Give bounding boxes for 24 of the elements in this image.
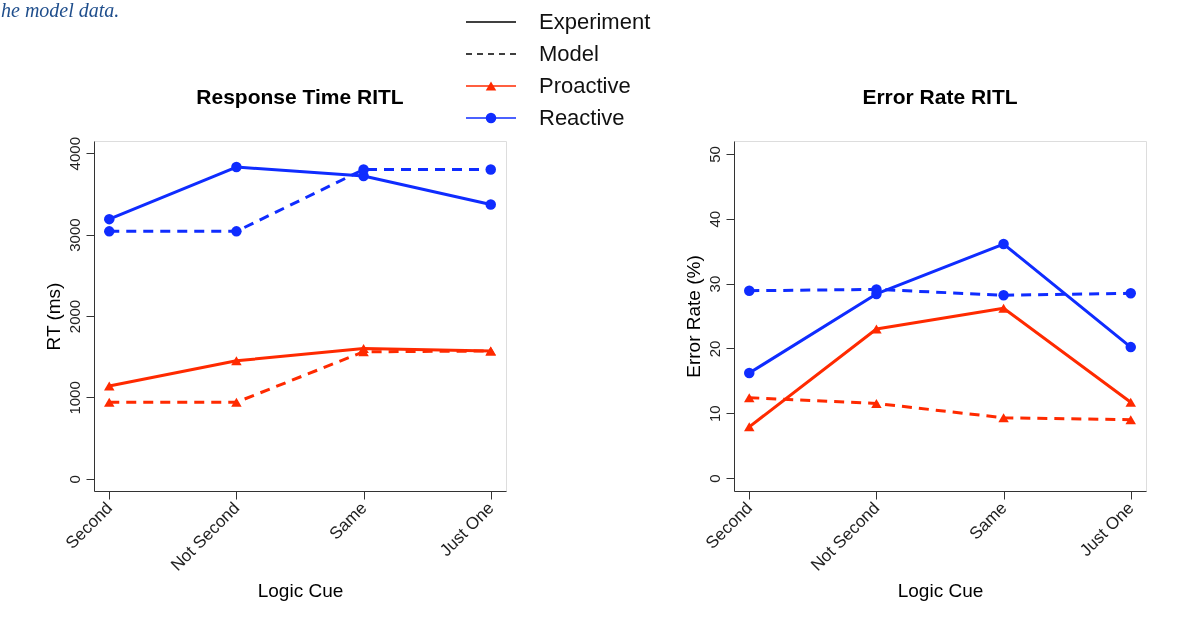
y-tick-label: 2000	[65, 299, 83, 334]
x-axis-title: Logic Cue	[897, 579, 984, 601]
chart-title: Response Time RITL	[196, 85, 404, 108]
y-tick-label: 20	[705, 340, 723, 358]
text: he model data.	[1, 0, 120, 21]
y-tick-label: 4000	[65, 137, 83, 171]
y-tick-label: 3000	[65, 218, 83, 252]
text: Experiment	[539, 9, 651, 34]
text: Model	[539, 41, 599, 66]
x-tick-label: Just One	[1076, 498, 1138, 560]
legend-label: Proactive	[539, 73, 631, 98]
y-tick-label: 0	[65, 475, 83, 484]
y-tick-label: 50	[705, 146, 723, 163]
y-tick-label: 1000	[65, 381, 83, 415]
y-axis-title: Error Rate (%)	[682, 255, 704, 378]
y-tick-label: 10	[705, 405, 723, 423]
y-axis-title: RT (ms)	[42, 282, 64, 351]
chart-title: Error Rate RITL	[862, 85, 1018, 108]
y-tick-label: 0	[705, 474, 723, 483]
y-tick-label: 30	[705, 275, 723, 293]
legend-label: Reactive	[539, 105, 625, 130]
x-tick-label: Just One	[436, 498, 498, 560]
y-tick-label: 40	[705, 210, 723, 228]
x-axis-title: Logic Cue	[257, 579, 344, 601]
